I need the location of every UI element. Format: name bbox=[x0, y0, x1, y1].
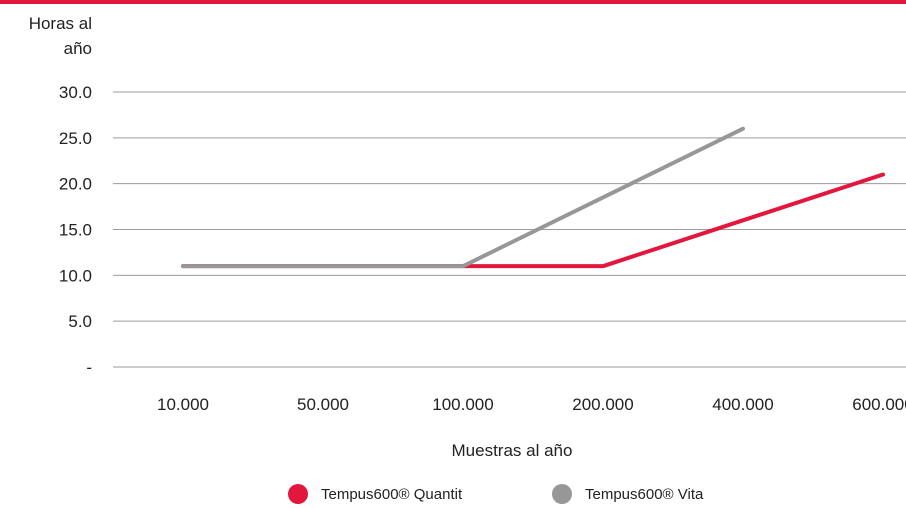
y-tick-label: 30.0 bbox=[59, 83, 92, 102]
x-tick-label: 100.000 bbox=[432, 395, 493, 414]
y-tick-label: 25.0 bbox=[59, 129, 92, 148]
y-tick-label: 15.0 bbox=[59, 221, 92, 240]
line-chart: - 5.0 10.0 15.0 20.0 25.0 30.0 10.000 50.000 100… bbox=[29, 14, 906, 460]
y-tick-labels: - 5.0 10.0 15.0 20.0 25.0 30.0 bbox=[59, 83, 92, 377]
legend-label-vita: Tempus600® Vita bbox=[585, 485, 704, 503]
series-line-quantit bbox=[181, 172, 885, 269]
x-tick-label: 400.000 bbox=[712, 395, 773, 414]
legend-item-vita: Tempus600® Vita bbox=[552, 484, 703, 504]
y-axis-title-line1: Horas al bbox=[29, 14, 92, 33]
legend-dot-quantit bbox=[288, 484, 308, 504]
grid-lines bbox=[113, 91, 906, 368]
legend-dot-vita bbox=[552, 484, 572, 504]
legend-item-quantit: Tempus600® Quantit bbox=[288, 484, 462, 504]
x-tick-label: 600.000 bbox=[852, 395, 906, 414]
x-tick-label: 10.000 bbox=[157, 395, 209, 414]
legend-label-quantit: Tempus600® Quantit bbox=[321, 485, 463, 503]
series-lines bbox=[181, 126, 885, 269]
x-tick-labels: 10.000 50.000 100.000 200.000 400.000 600.000 bbox=[157, 395, 906, 414]
x-tick-label: 200.000 bbox=[572, 395, 633, 414]
y-tick-label: - bbox=[86, 358, 92, 377]
series-line-vita bbox=[181, 126, 745, 269]
x-axis-title: Muestras al año bbox=[452, 441, 573, 460]
y-axis-title-line2: año bbox=[64, 39, 92, 58]
y-tick-label: 20.0 bbox=[59, 175, 92, 194]
y-tick-label: 10.0 bbox=[59, 266, 92, 285]
legend: Tempus600® Quantit Tempus600® Vita bbox=[0, 484, 906, 508]
y-tick-label: 5.0 bbox=[68, 312, 92, 331]
top-edge-trim bbox=[0, 0, 906, 4]
x-tick-label: 50.000 bbox=[297, 395, 349, 414]
